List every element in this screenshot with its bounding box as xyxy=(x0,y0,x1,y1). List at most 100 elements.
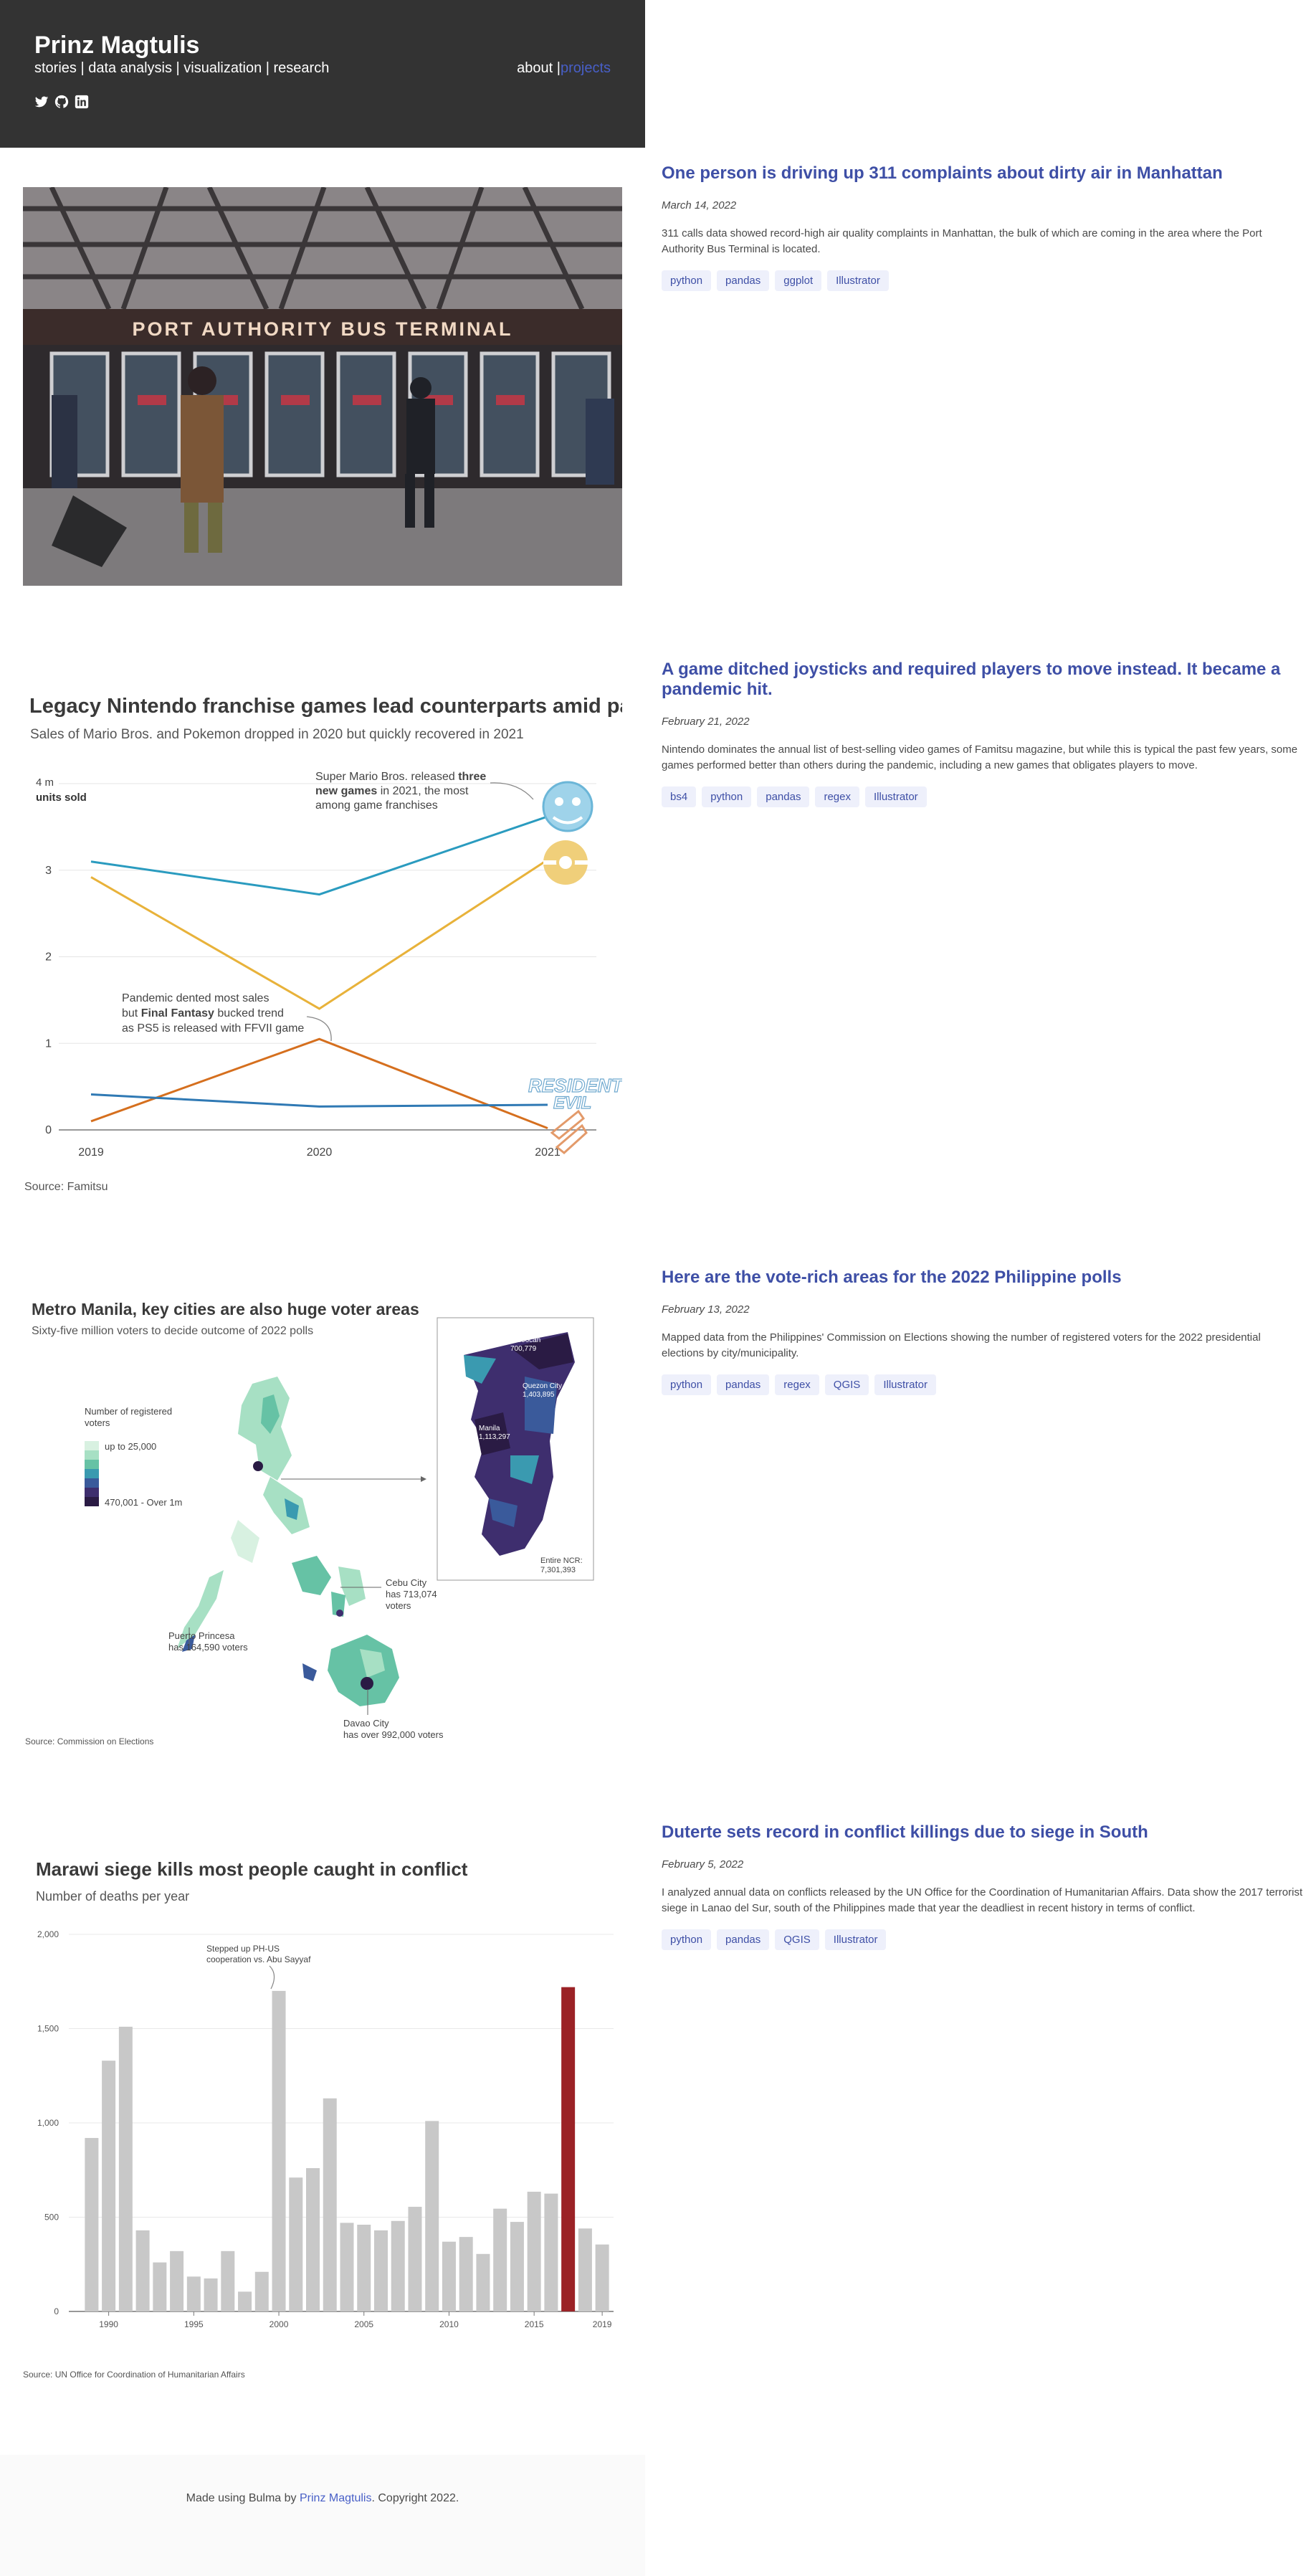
github-icon[interactable] xyxy=(54,95,69,109)
tag: QGIS xyxy=(775,1929,819,1950)
bar xyxy=(170,2251,184,2311)
legend-title-line2: voters xyxy=(85,1417,110,1428)
post-3-map[interactable]: Metro Manila, key cities are also huge v… xyxy=(23,1291,622,1757)
series-line xyxy=(90,815,548,896)
y-unit-bottom: units sold xyxy=(36,792,87,804)
bar xyxy=(476,2253,490,2311)
bar xyxy=(306,2168,320,2311)
linkedin-icon[interactable] xyxy=(75,95,89,109)
post-2-tags: bs4 python pandas regex Illustrator xyxy=(662,786,1303,807)
nav-projects-link[interactable]: projects xyxy=(560,60,611,76)
post-1-image[interactable]: PORT AUTHORITY BUS TERMINAL xyxy=(23,186,622,586)
annotation-mario-arrow xyxy=(490,782,534,800)
series-line xyxy=(90,1037,548,1129)
tag: QGIS xyxy=(824,1374,869,1395)
tag: Illustrator xyxy=(827,270,889,291)
map-source: Source: Commission on Elections xyxy=(25,1736,153,1746)
ncr-total-label: Entire NCR: xyxy=(540,1556,583,1565)
tag: regex xyxy=(815,786,859,807)
footer-prefix: Made using Bulma by xyxy=(186,2492,300,2504)
puerto-princesa-label: Puerto Princesa xyxy=(168,1630,235,1641)
footer-text: Made using Bulma by Prinz Magtulis. Copy… xyxy=(0,2492,645,2505)
nav-separator: | xyxy=(553,60,561,76)
tag: bs4 xyxy=(662,786,697,807)
tag: python xyxy=(662,270,712,291)
line-chart: Legacy Nintendo franchise games lead cou… xyxy=(24,695,704,1193)
post-4-title[interactable]: Duterte sets record in conflict killings… xyxy=(662,1822,1148,1842)
post-2-chart[interactable]: Legacy Nintendo franchise games lead cou… xyxy=(23,688,704,1206)
map-subtitle: Sixty-five million voters to decide outc… xyxy=(32,1325,313,1337)
annotation-ff: Pandemic dented most sales xyxy=(122,992,269,1004)
quezon-city-label: Quezon City xyxy=(523,1382,562,1390)
post-1-title[interactable]: One person is driving up 311 complaints … xyxy=(662,163,1223,183)
footer-author-link[interactable]: Prinz Magtulis xyxy=(299,2492,372,2504)
mario-logo-icon xyxy=(542,781,593,832)
x-tick-label: 2019 xyxy=(593,2319,612,2329)
post-3-title[interactable]: Here are the vote-rich areas for the 202… xyxy=(662,1268,1122,1287)
bar-chart-source: Source: UN Office for Coordination of Hu… xyxy=(23,2370,245,2380)
bar-annotation-arrow xyxy=(269,1965,275,1990)
bar xyxy=(85,2138,99,2311)
post-1-info: One person is driving up 311 complaints … xyxy=(662,163,1303,291)
chart-subtitle: Sales of Mario Bros. and Pokemon dropped… xyxy=(30,727,524,742)
post-4-info: Duterte sets record in conflict killings… xyxy=(662,1822,1303,1950)
cebu-label-line3: voters xyxy=(386,1600,411,1611)
bar xyxy=(272,1990,286,2311)
post-1-tags: python pandas ggplot Illustrator xyxy=(662,270,1303,291)
legend-high-label: 470,001 - Over 1m xyxy=(105,1497,182,1508)
post-4-chart[interactable]: Marawi siege kills most people caught in… xyxy=(23,1845,622,2390)
x-tick-label: 2015 xyxy=(525,2319,544,2329)
chart-title: Legacy Nintendo franchise games lead cou… xyxy=(29,695,622,718)
bar xyxy=(289,2177,303,2311)
bar xyxy=(544,2193,558,2311)
tag: Illustrator xyxy=(824,1929,887,1950)
post-2-info: A game ditched joysticks and required pl… xyxy=(662,660,1303,807)
series-line xyxy=(90,1093,548,1108)
davao-label-line2: has over 992,000 voters xyxy=(343,1729,444,1740)
bar xyxy=(118,2026,133,2311)
bar xyxy=(527,2191,541,2311)
annotation-mario-line2: new games in 2021, the most xyxy=(315,785,469,797)
map-legend xyxy=(85,1441,99,1506)
bar xyxy=(254,2271,269,2311)
bar xyxy=(493,2208,507,2311)
y-tick-label: 1,500 xyxy=(37,2024,59,2034)
bus-terminal-sign: PORT AUTHORITY BUS TERMINAL xyxy=(133,318,513,340)
ncr-total-value: 7,301,393 xyxy=(540,1566,576,1574)
post-1-date: March 14, 2022 xyxy=(662,199,737,212)
post-1-description: 311 calls data showed record-high air qu… xyxy=(662,227,1262,255)
pokeball-icon xyxy=(543,840,588,885)
post-2-title[interactable]: A game ditched joysticks and required pl… xyxy=(662,660,1281,699)
annotation-ff-line3: as PS5 is released with FFVII game xyxy=(122,1022,304,1035)
x-tick-label: 2000 xyxy=(270,2319,289,2329)
post-4-tags: python pandas QGIS Illustrator xyxy=(662,1929,1303,1950)
twitter-icon[interactable] xyxy=(34,95,49,109)
chart-source: Source: Famitsu xyxy=(24,1181,108,1193)
legend-title: Number of registered xyxy=(85,1406,172,1417)
bar xyxy=(442,2241,456,2311)
annotation-ff-line2: but Final Fantasy bucked trend xyxy=(122,1007,284,1020)
site-footer: Made using Bulma by Prinz Magtulis. Copy… xyxy=(0,2455,645,2576)
y-tick-label: 1,000 xyxy=(37,2118,59,2128)
tag: python xyxy=(702,786,752,807)
puerto-princesa-label-line2: has 164,590 voters xyxy=(168,1642,248,1653)
bar xyxy=(391,2220,405,2311)
bar-annotation: Stepped up PH-US xyxy=(206,1944,280,1954)
tag: regex xyxy=(775,1374,819,1395)
bar xyxy=(340,2223,354,2311)
hero-header: Prinz Magtulis stories | data analysis |… xyxy=(0,0,645,148)
bar xyxy=(459,2237,473,2311)
x-tick-label: 2019 xyxy=(78,1146,104,1159)
site-tagline: stories | data analysis | visualization … xyxy=(34,60,330,76)
bar xyxy=(373,2230,388,2311)
caloocan-value: 700,779 xyxy=(510,1345,537,1353)
x-tick-label: 1990 xyxy=(99,2319,118,2329)
y-tick-label: 0 xyxy=(54,2306,59,2316)
svg-text:EVIL: EVIL xyxy=(553,1093,591,1113)
inset-pointer-arrow xyxy=(421,1476,426,1482)
post-3-date: February 13, 2022 xyxy=(662,1303,750,1316)
nav-about-link[interactable]: about xyxy=(517,60,553,76)
bar xyxy=(561,1987,576,2311)
site-brand[interactable]: Prinz Magtulis xyxy=(34,32,200,59)
tag: Illustrator xyxy=(864,786,927,807)
